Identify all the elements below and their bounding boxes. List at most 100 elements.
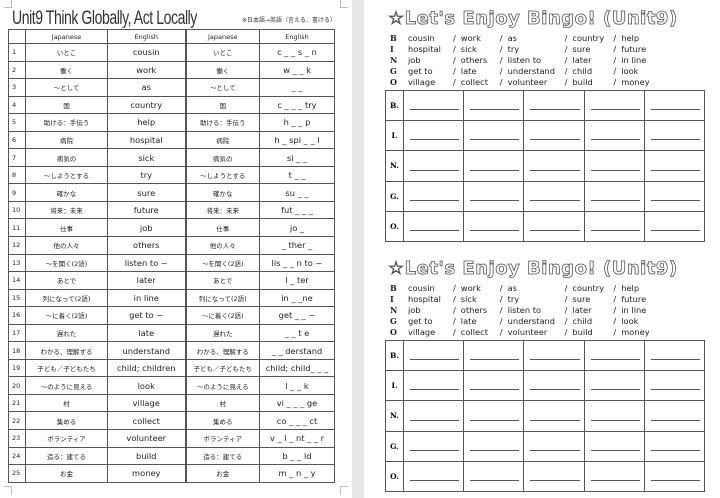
bingo-letter: I [390,294,394,304]
english-cell: money [107,464,187,483]
separator-slash: / [613,294,617,304]
bingo-cell[interactable] [643,370,706,402]
bingo-cell[interactable] [402,180,465,212]
bingo-cell[interactable] [463,120,525,152]
bingo-cell[interactable] [643,150,706,182]
bingo-word: others [460,55,488,65]
separator-slash: / [453,77,456,87]
japanese-cell: 病院 [25,130,108,150]
bingo-cell[interactable] [402,120,465,152]
bingo-cell[interactable] [402,460,465,492]
bingo-cell[interactable] [463,430,525,462]
bingo-cell[interactable] [402,150,465,182]
answer-blank [530,479,580,481]
answer-blank [530,449,580,451]
separator-slash: / [613,55,617,65]
answer-blank [590,359,640,361]
english-blank-cell: co _ _ _ ct [259,411,335,431]
bingo-cell[interactable] [643,339,706,372]
bingo-word: get to [408,316,433,326]
bingo-cell[interactable] [463,180,525,212]
row-number: 8 [8,165,26,185]
row-number: 19 [8,358,26,378]
bingo-cell[interactable] [583,460,645,492]
bingo-cell[interactable] [583,120,645,152]
bingo-cell[interactable] [643,430,706,462]
bingo-cell[interactable] [643,400,706,432]
english-blank-cell: _ _ derstand [259,341,335,360]
answer-blank [470,199,520,201]
bingo-cell[interactable] [583,210,645,242]
japanese-cell: 国 [185,95,260,115]
english-cell: in line [107,288,187,308]
bingo-cell[interactable] [583,339,645,372]
bingo-cell[interactable] [463,89,525,122]
english-cell: sure [107,183,187,202]
japanese-cell: 確かな [25,183,108,202]
bingo-cell[interactable] [643,89,706,122]
japanese-cell: 列になって(2語) [185,288,260,308]
japanese-cell: 村 [25,393,108,413]
english-blank-cell: in _ _ne [259,288,335,308]
bingo-cell[interactable] [643,120,706,152]
bingo-cell[interactable] [402,210,465,242]
answer-blank [650,449,700,451]
japanese-cell: あとで [25,271,108,290]
bingo-cell[interactable] [583,370,645,402]
bingo-row: B. [385,89,706,122]
bingo-word: understand [507,66,556,76]
bingo-word: sure [572,44,591,54]
bingo-cell[interactable] [583,150,645,182]
bingo-cell[interactable] [583,400,645,432]
bingo-cell[interactable] [523,339,585,372]
bingo-card: B. I. N. G. O. [385,339,706,492]
bingo-cell[interactable] [523,120,585,152]
answer-blank [530,109,580,111]
answer-blank [650,199,700,201]
bingo-cell[interactable] [402,89,465,122]
answer-blank [590,389,640,391]
bingo-cell[interactable] [583,180,645,212]
bingo-cell[interactable] [643,180,706,212]
bingo-cell[interactable] [523,89,585,122]
bingo-cell[interactable] [643,210,706,242]
bingo-cell[interactable] [523,430,585,462]
separator-slash: / [453,283,456,293]
table-row: 2 働く work 働く w _ _ k [8,60,335,80]
bingo-cell[interactable] [523,210,585,242]
bingo-cell[interactable] [463,370,525,402]
bingo-cell[interactable] [523,370,585,402]
bingo-cell[interactable] [583,430,645,462]
separator-slash: / [613,283,617,293]
bingo-cell[interactable] [583,89,645,122]
english-cell: understand [107,341,187,360]
english-blank-cell: h _ _ p [259,113,335,132]
japanese-cell: 造る：建てる [25,446,108,466]
table-row: 8 ～しようとする try ～しようとする t _ _ [8,165,335,185]
bingo-cell[interactable] [523,460,585,492]
answer-blank [470,449,520,451]
bingo-cell[interactable] [402,400,465,432]
bingo-word: volunteer [507,77,548,87]
english-cell: hospital [107,130,187,150]
answer-blank [590,479,640,481]
bingo-cell[interactable] [463,210,525,242]
bingo-cell[interactable] [402,430,465,462]
bingo-word: collect [460,327,488,337]
bingo-cell[interactable] [643,460,706,492]
bingo-cell[interactable] [523,180,585,212]
separator-slash: / [613,44,617,54]
bingo-cell[interactable] [463,339,525,372]
bingo-cell[interactable] [463,400,525,432]
margin-mark [4,0,12,8]
bingo-cell[interactable] [463,460,525,492]
bingo-cell[interactable] [463,150,525,182]
bingo-cell[interactable] [523,400,585,432]
row-number: 11 [8,218,26,238]
bingo-cell[interactable] [523,150,585,182]
row-number: 20 [8,376,26,395]
bingo-cell[interactable] [402,370,465,402]
bingo-cell[interactable] [402,339,465,372]
